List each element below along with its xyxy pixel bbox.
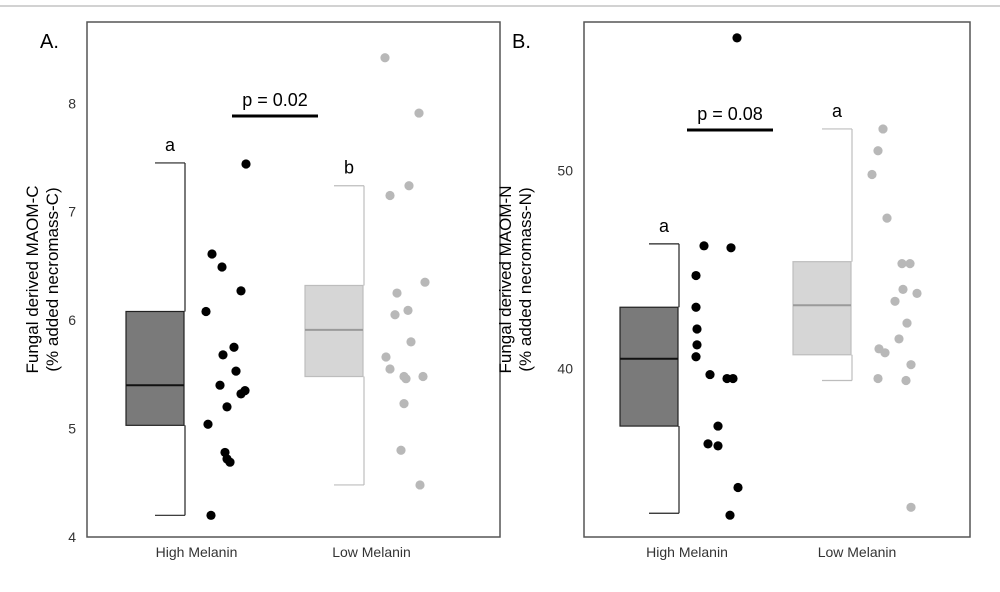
data-point <box>415 480 425 490</box>
data-point <box>418 371 428 382</box>
data-point <box>882 213 892 223</box>
box <box>792 261 852 356</box>
data-point <box>404 181 414 191</box>
data-point <box>906 502 916 512</box>
box <box>125 310 185 426</box>
data-point <box>231 366 241 376</box>
data-point <box>381 352 391 362</box>
data-point <box>406 337 416 347</box>
data-point <box>380 53 390 63</box>
data-point <box>399 399 409 409</box>
plot-frame <box>583 21 971 538</box>
group-letter-low-melanin: a <box>832 101 843 121</box>
data-point <box>906 360 916 370</box>
x-tick-label-high-melanin: High Melanin <box>646 544 728 560</box>
data-point <box>390 310 400 320</box>
data-point <box>215 380 225 390</box>
y-tick-label: 4 <box>68 529 76 545</box>
data-point <box>225 457 235 467</box>
data-point <box>699 241 709 251</box>
data-point <box>241 159 251 169</box>
data-point <box>890 296 900 306</box>
data-point <box>229 342 239 352</box>
data-point <box>392 288 402 298</box>
data-point <box>206 510 216 520</box>
data-point <box>401 374 411 384</box>
y-axis-title: Fungal derived MAOM-N <box>496 185 515 373</box>
significance-label: p = 0.08 <box>697 104 763 124</box>
data-point <box>733 482 743 493</box>
data-point <box>912 288 922 298</box>
y-tick-label: 40 <box>557 361 573 377</box>
y-tick-label: 6 <box>68 312 76 328</box>
data-point <box>897 259 907 269</box>
panel-b: B. Fungal derived MAOM-N (% added necrom… <box>496 21 971 560</box>
y-tick-label: 7 <box>68 204 76 220</box>
data-point <box>217 262 227 272</box>
box <box>304 284 364 378</box>
data-point <box>726 243 736 253</box>
data-point <box>236 286 246 296</box>
significance-label: p = 0.02 <box>242 90 308 110</box>
panel-a: A. Fungal derived MAOM-C (% added necrom… <box>23 21 501 560</box>
data-point <box>207 249 217 259</box>
data-point <box>898 284 908 295</box>
data-point <box>692 340 702 350</box>
y-axis-subtitle: (% added necromass-N) <box>516 187 535 371</box>
data-point <box>414 108 424 118</box>
data-point <box>203 419 213 429</box>
data-point <box>201 306 211 317</box>
data-point <box>420 277 430 287</box>
data-point <box>403 305 413 315</box>
group-letter-high-melanin: a <box>165 135 176 155</box>
y-axis-subtitle: (% added necromass-C) <box>43 187 62 371</box>
data-point <box>901 375 911 386</box>
data-point <box>732 33 742 43</box>
x-tick-label-low-melanin: Low Melanin <box>332 544 411 560</box>
data-point <box>894 334 904 344</box>
data-point <box>385 190 395 201</box>
data-point <box>692 324 702 334</box>
panel-label: B. <box>512 31 531 53</box>
data-point <box>705 369 715 380</box>
y-axis-title: Fungal derived MAOM-C <box>23 185 42 373</box>
data-point <box>236 389 246 399</box>
data-point <box>691 270 701 281</box>
data-point <box>878 124 888 134</box>
data-point <box>725 510 735 520</box>
x-tick-label-high-melanin: High Melanin <box>156 544 238 560</box>
y-tick-label: 8 <box>68 95 76 111</box>
data-point <box>722 373 732 384</box>
data-point <box>902 318 912 328</box>
data-point <box>867 169 877 180</box>
panel-label: A. <box>40 31 59 53</box>
x-tick-label-low-melanin: Low Melanin <box>818 544 897 560</box>
group-letter-high-melanin: a <box>659 216 670 236</box>
plot-frame <box>86 21 501 538</box>
data-point <box>691 352 701 362</box>
data-point <box>396 445 406 455</box>
data-point <box>218 350 228 360</box>
data-point <box>703 439 713 449</box>
box <box>619 306 679 427</box>
data-point <box>873 146 883 156</box>
data-point <box>691 302 701 312</box>
data-point <box>222 402 232 412</box>
data-point <box>905 259 915 269</box>
data-point <box>713 421 723 431</box>
group-letter-low-melanin: b <box>344 158 354 178</box>
data-point <box>385 364 395 374</box>
data-point <box>880 348 890 358</box>
y-tick-label: 50 <box>557 163 573 179</box>
data-point <box>713 441 723 451</box>
data-point <box>873 373 883 384</box>
y-tick-label: 5 <box>68 421 76 437</box>
